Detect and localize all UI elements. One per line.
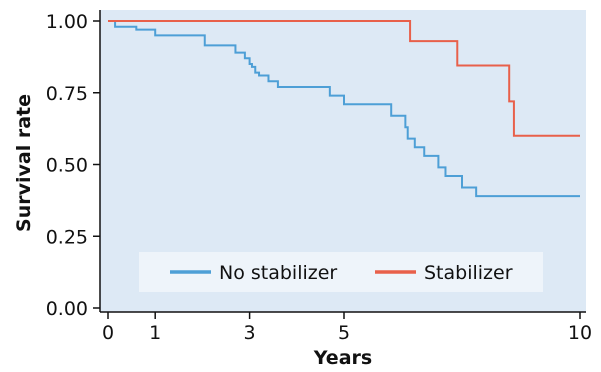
legend-label-stabilizer: Stabilizer	[424, 262, 513, 284]
y-ticks: 0.00 0.25 0.50 0.75 1.00	[46, 11, 100, 320]
x-axis-title: Years	[313, 347, 372, 369]
y-tick-label: 1.00	[46, 11, 88, 33]
y-axis-title: Survival rate	[13, 94, 35, 232]
y-tick-label: 0.50	[46, 155, 88, 177]
x-tick-label: 5	[338, 322, 350, 344]
x-ticks: 0 1 3 5 10	[102, 312, 592, 344]
x-tick-label: 10	[568, 322, 592, 344]
x-tick-label: 0	[102, 322, 114, 344]
x-tick-label: 3	[244, 322, 256, 344]
series-line-no-stabilizer	[108, 20, 580, 198]
y-tick-label: 0.00	[46, 298, 88, 320]
x-tick-label: 1	[149, 322, 161, 344]
series-line-stabilizer	[108, 20, 580, 137]
legend-label-no-stabilizer: No stabilizer	[219, 262, 337, 284]
y-tick-label: 0.75	[46, 83, 88, 105]
legend: No stabilizer Stabilizer	[139, 252, 543, 292]
series-layer	[108, 20, 580, 198]
y-tick-label: 0.25	[46, 226, 88, 248]
